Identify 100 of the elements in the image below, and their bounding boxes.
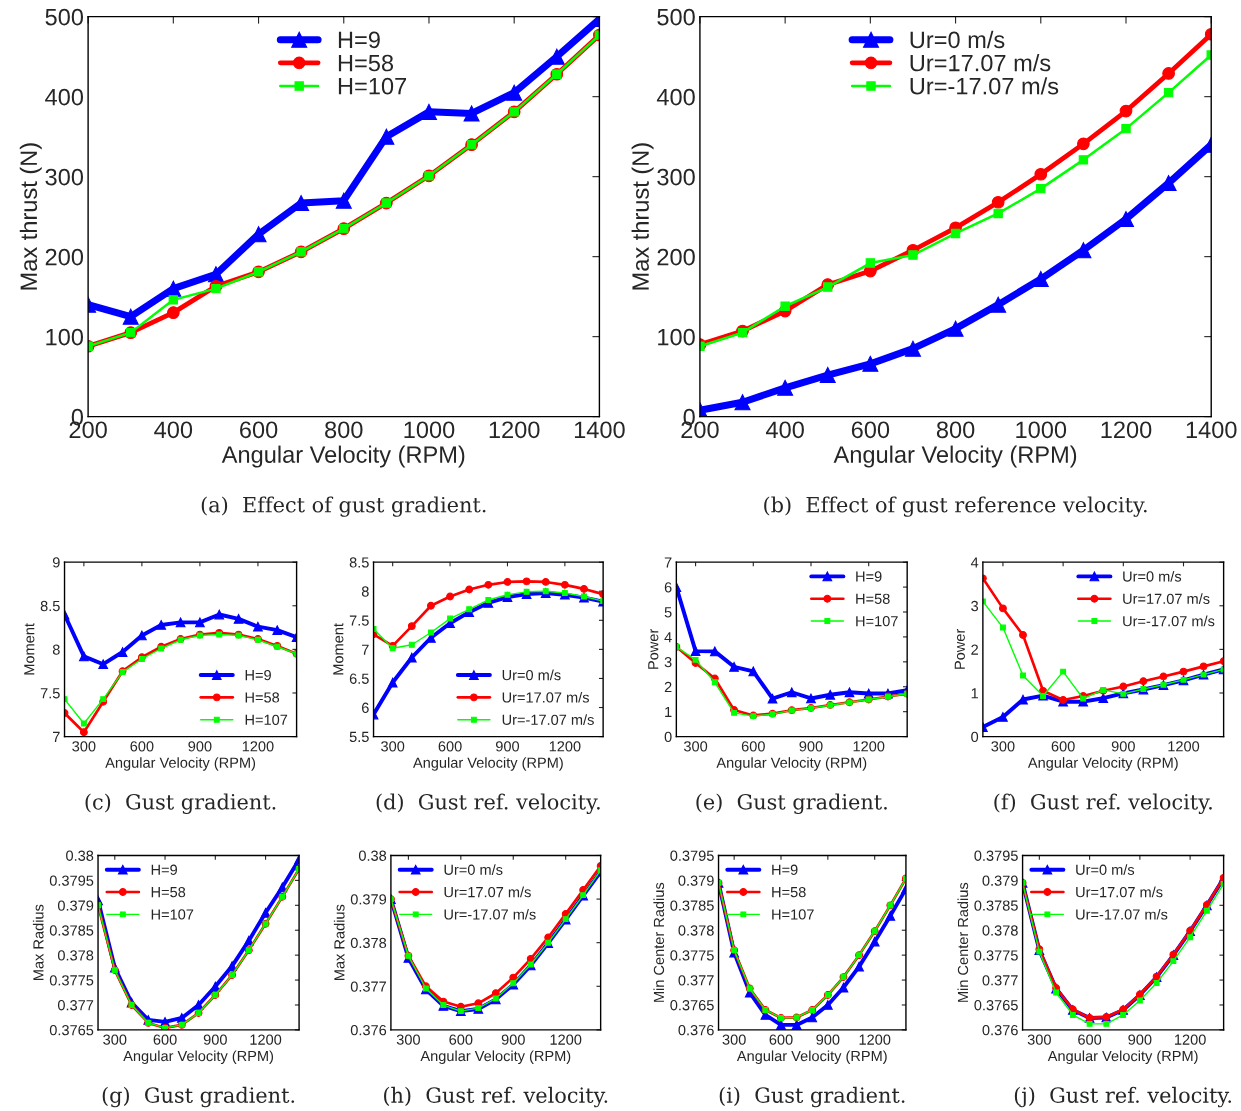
y-tick-label: 200: [45, 248, 84, 266]
y-tick-label: 7.5: [40, 688, 60, 699]
x-tick-label: 1200: [549, 741, 581, 752]
legend-label: Ur=-17.07 m/s: [502, 714, 594, 725]
y-tick-label: 8.5: [349, 557, 369, 568]
x-tick-label: 300: [722, 1034, 746, 1045]
y-tick-label: 0.377: [678, 975, 714, 986]
y-tick-label: 4: [970, 557, 979, 568]
legend-label: H=107: [772, 909, 814, 920]
y-tick-label: 100: [46, 328, 84, 346]
x-axis-title: Angular Velocity (RPM): [1047, 1050, 1198, 1065]
x-tick-label: 1400: [574, 421, 625, 439]
text: (i) Gust gradient.: [719, 1086, 905, 1108]
x-tick-label: 1400: [1186, 421, 1237, 439]
y-tick-label: 1: [665, 706, 672, 717]
y-tick-label: 0.3785: [49, 925, 94, 936]
x-tick-label: 1200: [1168, 741, 1200, 752]
y-tick-label: 0.376: [350, 1025, 387, 1036]
y-tick-label: 3: [664, 656, 672, 668]
x-axis-title: Angular Velocity (RPM): [833, 445, 1077, 468]
y-tick-label: 400: [656, 88, 695, 106]
y-tick-label: 0.3775: [49, 975, 94, 986]
legend-label: Ur=-17.07 m/s: [910, 77, 1059, 95]
x-tick-label: 1200: [250, 1034, 282, 1045]
y-tick-label: 2: [971, 644, 978, 655]
y-tick-label: 0.379: [678, 875, 714, 886]
y-tick-label: 7.5: [349, 615, 369, 626]
y-axis-title: Min Center Radius: [653, 882, 665, 1002]
y-tick-label: 300: [45, 168, 84, 186]
text: (a) Effect of gust gradient.: [201, 496, 486, 517]
x-tick-label: 1200: [242, 741, 274, 752]
y-tick-label: 0.3785: [670, 900, 714, 911]
y-tick-label: 0.377: [350, 981, 387, 992]
y-tick-label: 5: [664, 607, 672, 618]
y-axis-title: Max thrust (N): [19, 143, 42, 290]
y-tick-label: 8.5: [40, 600, 60, 612]
y-tick-label: 0.377: [57, 1000, 94, 1011]
y-axis-title: Max Radius: [32, 904, 44, 980]
text: (f) Gust ref. velocity.: [994, 793, 1212, 814]
x-tick-label: 800: [325, 421, 363, 439]
text: (e) Gust gradient.: [696, 793, 887, 814]
y-tick-label: 200: [657, 248, 695, 266]
y-tick-label: 2: [664, 681, 672, 693]
x-tick-label: 600: [1078, 1034, 1102, 1045]
y-tick-label: 400: [45, 88, 84, 106]
y-tick-label: 6: [664, 582, 672, 593]
x-tick-label: 900: [501, 1034, 525, 1045]
y-axis-title: Moment: [24, 623, 35, 675]
y-tick-label: 0.378: [982, 925, 1018, 936]
x-axis-title: Angular Velocity (RPM): [1027, 757, 1178, 771]
y-axis-title: Moment: [333, 623, 344, 675]
y-tick-label: 0.377: [982, 975, 1018, 986]
y-tick-label: 0.3785: [974, 900, 1018, 911]
x-tick-label: 900: [1111, 741, 1135, 752]
y-tick-label: 0.3765: [49, 1025, 94, 1036]
y-axis-title: Max thrust (N): [631, 143, 654, 290]
x-tick-label: 900: [816, 1034, 840, 1045]
y-tick-label: 0.3795: [670, 850, 714, 861]
legend-label: Ur=17.07 m/s: [1076, 886, 1163, 898]
legend-label: H=58: [338, 54, 394, 72]
x-tick-label: 300: [396, 1034, 420, 1045]
y-tick-label: 0.379: [57, 900, 94, 911]
x-tick-label: 1200: [853, 741, 885, 752]
y-tick-label: 0.3765: [670, 1000, 714, 1011]
legend-label: H=9: [245, 669, 271, 681]
y-tick-label: 6.5: [349, 673, 369, 684]
y-tick-label: 0.376: [982, 1025, 1018, 1036]
x-tick-label: 600: [851, 421, 890, 439]
x-tick-label: 1000: [404, 421, 455, 439]
legend-label: H=58: [151, 886, 186, 898]
y-tick-label: 7: [53, 731, 60, 742]
x-tick-label: 300: [381, 741, 405, 752]
legend-label: H=9: [772, 864, 798, 875]
y-tick-label: 0.379: [350, 894, 387, 905]
legend-label: H=107: [338, 77, 407, 95]
y-tick-label: 1: [971, 688, 978, 699]
y-tick-label: 500: [45, 8, 84, 26]
y-tick-label: 0: [664, 731, 672, 743]
text: (h) Gust ref. velocity.: [384, 1086, 608, 1108]
x-axis-title: Angular Velocity (RPM): [420, 1050, 571, 1065]
x-tick-label: 1200: [1101, 421, 1152, 439]
x-tick-label: 800: [936, 421, 975, 439]
x-tick-label: 900: [799, 741, 823, 752]
y-tick-label: 0.378: [57, 950, 94, 961]
y-tick-label: 9: [52, 557, 60, 568]
x-tick-label: 600: [153, 1034, 177, 1045]
x-tick-label: 600: [769, 1034, 793, 1045]
legend-label: H=107: [245, 714, 288, 725]
x-tick-label: 1200: [489, 421, 540, 439]
y-tick-label: 300: [657, 168, 695, 186]
legend-label: Ur=0 m/s: [1076, 864, 1135, 875]
x-axis-title: Angular Velocity (RPM): [412, 757, 563, 771]
y-axis-title: Power: [648, 628, 659, 669]
y-tick-label: 6: [362, 702, 369, 713]
x-tick-label: 300: [103, 1034, 127, 1045]
y-tick-label: 8: [52, 644, 60, 655]
x-tick-label: 300: [1027, 1034, 1051, 1045]
y-tick-label: 5.5: [349, 731, 369, 743]
legend-label: H=107: [856, 615, 898, 627]
x-tick-label: 900: [495, 741, 520, 752]
